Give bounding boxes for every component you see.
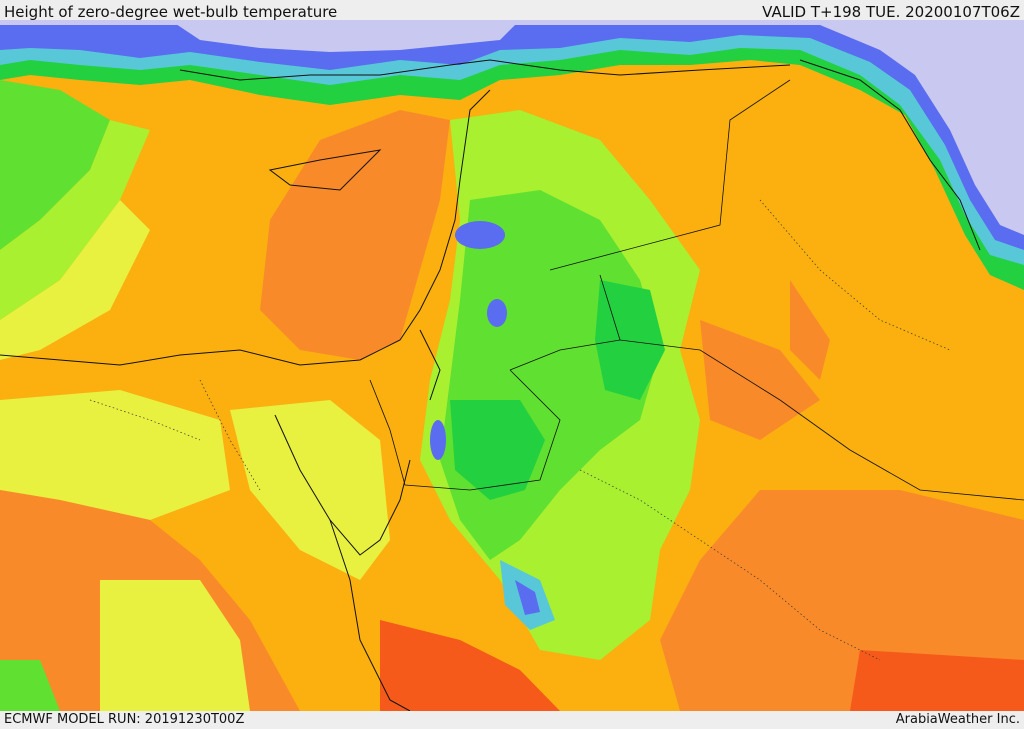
syria-green-core — [595, 280, 665, 400]
model-run: ECMWF MODEL RUN: 20191230T00Z — [4, 712, 245, 727]
west-green — [0, 80, 110, 250]
negev-blue — [430, 420, 446, 460]
egypt-yellow — [0, 390, 230, 520]
jordan-green-core — [450, 400, 545, 500]
admin-borders — [89, 199, 951, 661]
map-title: Height of zero-degree wet-bulb temperatu… — [4, 3, 338, 21]
hejaz-blue — [515, 580, 540, 615]
map-canvas — [0, 20, 1024, 711]
map-footer: ECMWF MODEL RUN: 20191230T00Z ArabiaWeat… — [0, 711, 1024, 729]
west-yellow — [0, 200, 150, 360]
hermon-blue — [487, 299, 507, 327]
valid-time: VALID T+198 TUE. 20200107T06Z — [762, 3, 1020, 21]
map-header: Height of zero-degree wet-bulb temperatu… — [0, 0, 1024, 22]
credit: ArabiaWeather Inc. — [895, 712, 1020, 727]
northern-cold-region — [0, 20, 1024, 290]
iran-orange — [790, 280, 830, 380]
iraq-orange — [700, 320, 820, 440]
weather-map[interactable] — [0, 20, 1024, 711]
lebanon-blue — [455, 221, 505, 249]
black-sea-cold — [170, 20, 520, 52]
sinai-yellow — [230, 400, 390, 580]
egypt-yellow-south — [100, 580, 250, 711]
coastlines — [0, 59, 981, 711]
cold-band-lowest — [0, 20, 1024, 235]
egypt-green-south — [0, 660, 60, 711]
borders — [369, 79, 1024, 501]
med-orange — [260, 110, 450, 360]
red-sea-red — [380, 620, 560, 711]
east-red — [850, 650, 1024, 711]
west-lime — [0, 120, 150, 320]
